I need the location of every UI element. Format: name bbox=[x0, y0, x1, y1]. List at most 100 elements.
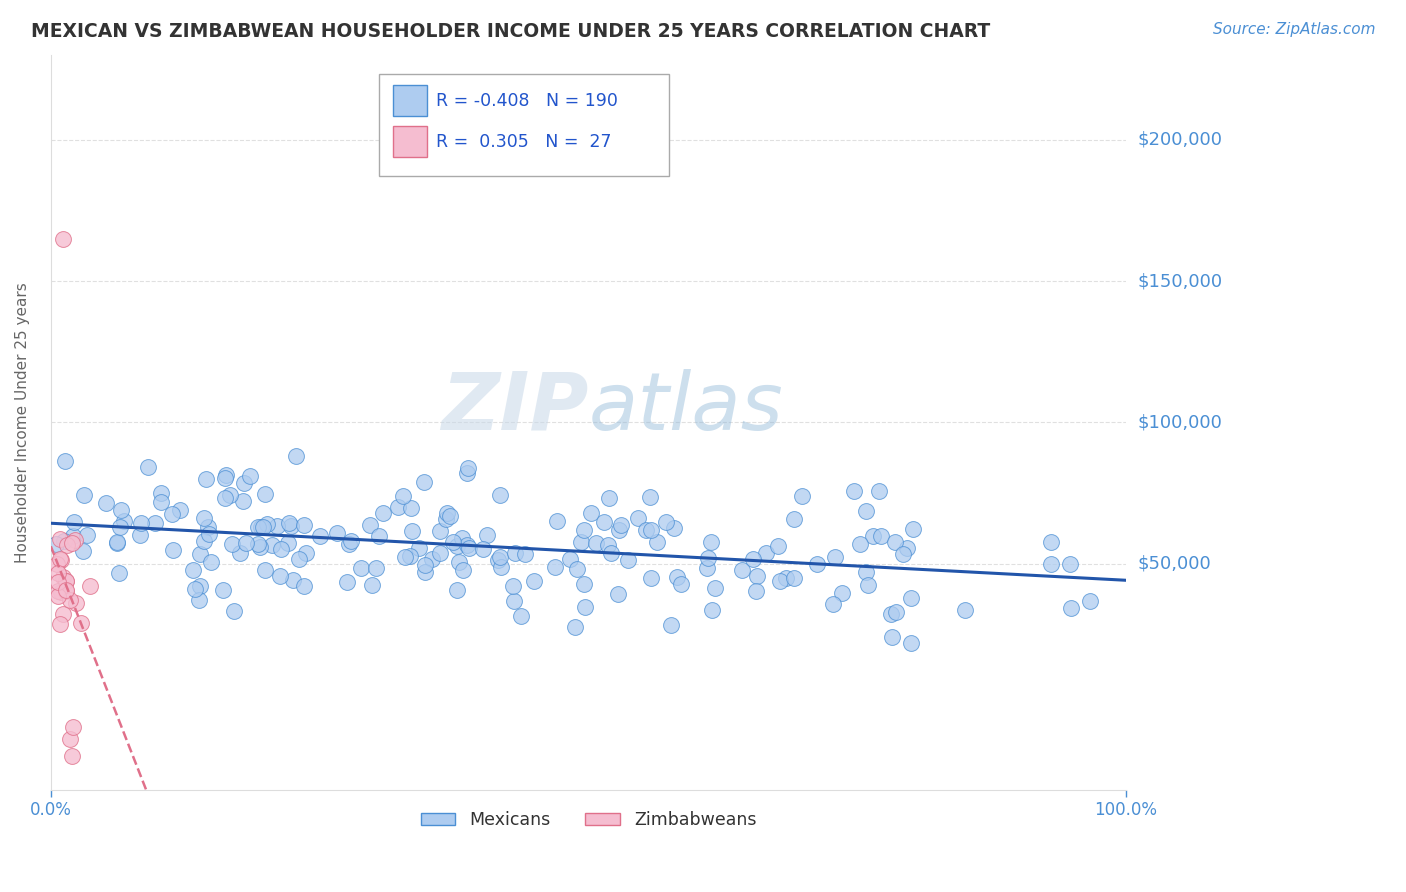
Point bbox=[72, 543, 94, 558]
Point bbox=[523, 574, 546, 588]
Point bbox=[366, 561, 388, 575]
Point bbox=[429, 546, 451, 560]
Point bbox=[280, 518, 302, 533]
Point bbox=[893, 547, 915, 561]
Text: R =  0.305   N =  27: R = 0.305 N = 27 bbox=[436, 133, 612, 151]
Point bbox=[408, 541, 430, 556]
Point bbox=[53, 454, 76, 468]
Point bbox=[896, 541, 918, 555]
Point bbox=[250, 519, 273, 533]
Point bbox=[645, 535, 668, 549]
Point bbox=[401, 524, 423, 539]
Point bbox=[359, 518, 381, 533]
Point bbox=[308, 529, 330, 543]
Point bbox=[831, 585, 853, 599]
Point bbox=[63, 515, 86, 529]
Point bbox=[413, 475, 436, 490]
Point bbox=[486, 553, 509, 567]
Point bbox=[136, 460, 159, 475]
Point bbox=[700, 603, 723, 617]
Point bbox=[229, 546, 252, 560]
Text: atlas: atlas bbox=[589, 368, 783, 447]
Point bbox=[510, 609, 533, 624]
Point bbox=[215, 467, 238, 482]
Point bbox=[278, 516, 301, 530]
Point bbox=[755, 546, 778, 560]
Text: Source: ZipAtlas.com: Source: ZipAtlas.com bbox=[1212, 22, 1375, 37]
Text: $50,000: $50,000 bbox=[1137, 555, 1211, 573]
Point bbox=[1080, 594, 1102, 608]
Point bbox=[792, 489, 814, 503]
Point bbox=[73, 488, 96, 502]
Point bbox=[489, 550, 512, 565]
Point bbox=[350, 561, 373, 575]
Point bbox=[617, 553, 640, 567]
Point bbox=[392, 489, 415, 503]
Point bbox=[882, 630, 904, 644]
Point bbox=[62, 720, 84, 734]
Point bbox=[883, 535, 905, 549]
Point bbox=[269, 569, 291, 583]
Point bbox=[59, 593, 82, 607]
Point bbox=[745, 568, 768, 582]
Point bbox=[197, 520, 219, 534]
Point bbox=[371, 506, 394, 520]
Point bbox=[546, 514, 568, 528]
Point bbox=[283, 574, 305, 588]
Point bbox=[49, 532, 72, 546]
Point bbox=[666, 570, 689, 584]
Point bbox=[45, 558, 67, 572]
Point bbox=[627, 510, 650, 524]
Point bbox=[420, 552, 443, 566]
Point bbox=[256, 516, 278, 531]
Point bbox=[955, 603, 977, 617]
Point bbox=[592, 516, 614, 530]
Point bbox=[823, 597, 845, 611]
Point bbox=[399, 501, 422, 516]
Point bbox=[598, 538, 620, 552]
Point bbox=[252, 520, 274, 534]
Point bbox=[640, 571, 662, 585]
Point bbox=[456, 538, 478, 552]
Point bbox=[188, 547, 211, 561]
Y-axis label: Householder Income Under 25 years: Householder Income Under 25 years bbox=[15, 282, 30, 563]
Point bbox=[434, 511, 457, 525]
Point bbox=[94, 496, 117, 510]
Text: $150,000: $150,000 bbox=[1137, 272, 1222, 290]
Point bbox=[456, 466, 478, 480]
Point bbox=[60, 536, 83, 550]
Point bbox=[368, 529, 391, 543]
Point bbox=[79, 579, 101, 593]
Point bbox=[285, 449, 308, 463]
Point bbox=[253, 563, 276, 577]
Point bbox=[294, 579, 316, 593]
Point bbox=[1059, 558, 1081, 572]
Point bbox=[477, 528, 499, 542]
Point bbox=[292, 517, 315, 532]
Point bbox=[214, 471, 236, 485]
Point bbox=[775, 571, 797, 585]
Point bbox=[598, 491, 620, 505]
Point bbox=[745, 584, 768, 599]
Point bbox=[579, 506, 602, 520]
Point bbox=[59, 731, 82, 746]
Point bbox=[659, 618, 682, 632]
Point bbox=[55, 583, 77, 598]
Point bbox=[247, 536, 270, 550]
Point bbox=[783, 571, 806, 585]
Point bbox=[565, 562, 588, 576]
Point bbox=[457, 541, 479, 555]
Point bbox=[55, 583, 77, 598]
Point bbox=[513, 548, 536, 562]
Point bbox=[52, 533, 75, 548]
Point bbox=[1039, 535, 1062, 549]
Point bbox=[184, 582, 207, 597]
Point bbox=[337, 537, 360, 551]
Point bbox=[742, 552, 765, 566]
Point bbox=[129, 528, 152, 542]
Point bbox=[634, 524, 657, 538]
Point bbox=[502, 579, 524, 593]
FancyBboxPatch shape bbox=[378, 73, 669, 177]
Point bbox=[564, 620, 586, 634]
Point bbox=[783, 512, 806, 526]
